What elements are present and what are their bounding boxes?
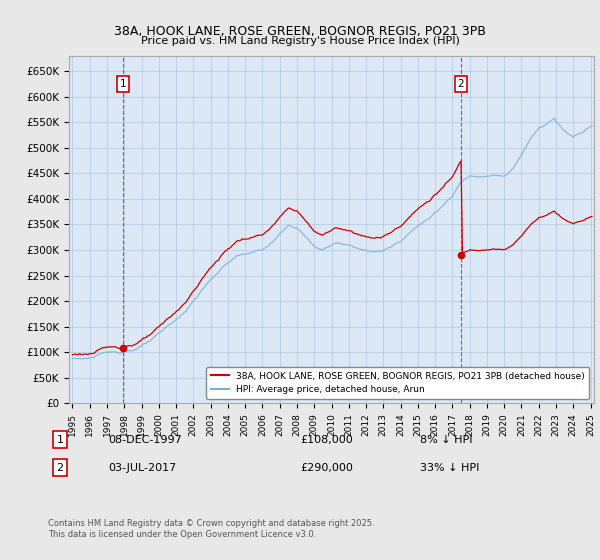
Text: 2: 2 <box>458 79 464 89</box>
Text: 03-JUL-2017: 03-JUL-2017 <box>108 463 176 473</box>
Text: 08-DEC-1997: 08-DEC-1997 <box>108 435 182 445</box>
Text: Contains HM Land Registry data © Crown copyright and database right 2025.
This d: Contains HM Land Registry data © Crown c… <box>48 520 374 539</box>
Text: 38A, HOOK LANE, ROSE GREEN, BOGNOR REGIS, PO21 3PB: 38A, HOOK LANE, ROSE GREEN, BOGNOR REGIS… <box>114 25 486 38</box>
Legend: 38A, HOOK LANE, ROSE GREEN, BOGNOR REGIS, PO21 3PB (detached house), HPI: Averag: 38A, HOOK LANE, ROSE GREEN, BOGNOR REGIS… <box>206 367 589 399</box>
Text: £108,000: £108,000 <box>300 435 353 445</box>
Text: 33% ↓ HPI: 33% ↓ HPI <box>420 463 479 473</box>
Text: 1: 1 <box>119 79 126 89</box>
Text: £290,000: £290,000 <box>300 463 353 473</box>
Text: 2: 2 <box>56 463 64 473</box>
Text: 1: 1 <box>56 435 64 445</box>
Text: 8% ↓ HPI: 8% ↓ HPI <box>420 435 473 445</box>
Text: Price paid vs. HM Land Registry's House Price Index (HPI): Price paid vs. HM Land Registry's House … <box>140 36 460 46</box>
